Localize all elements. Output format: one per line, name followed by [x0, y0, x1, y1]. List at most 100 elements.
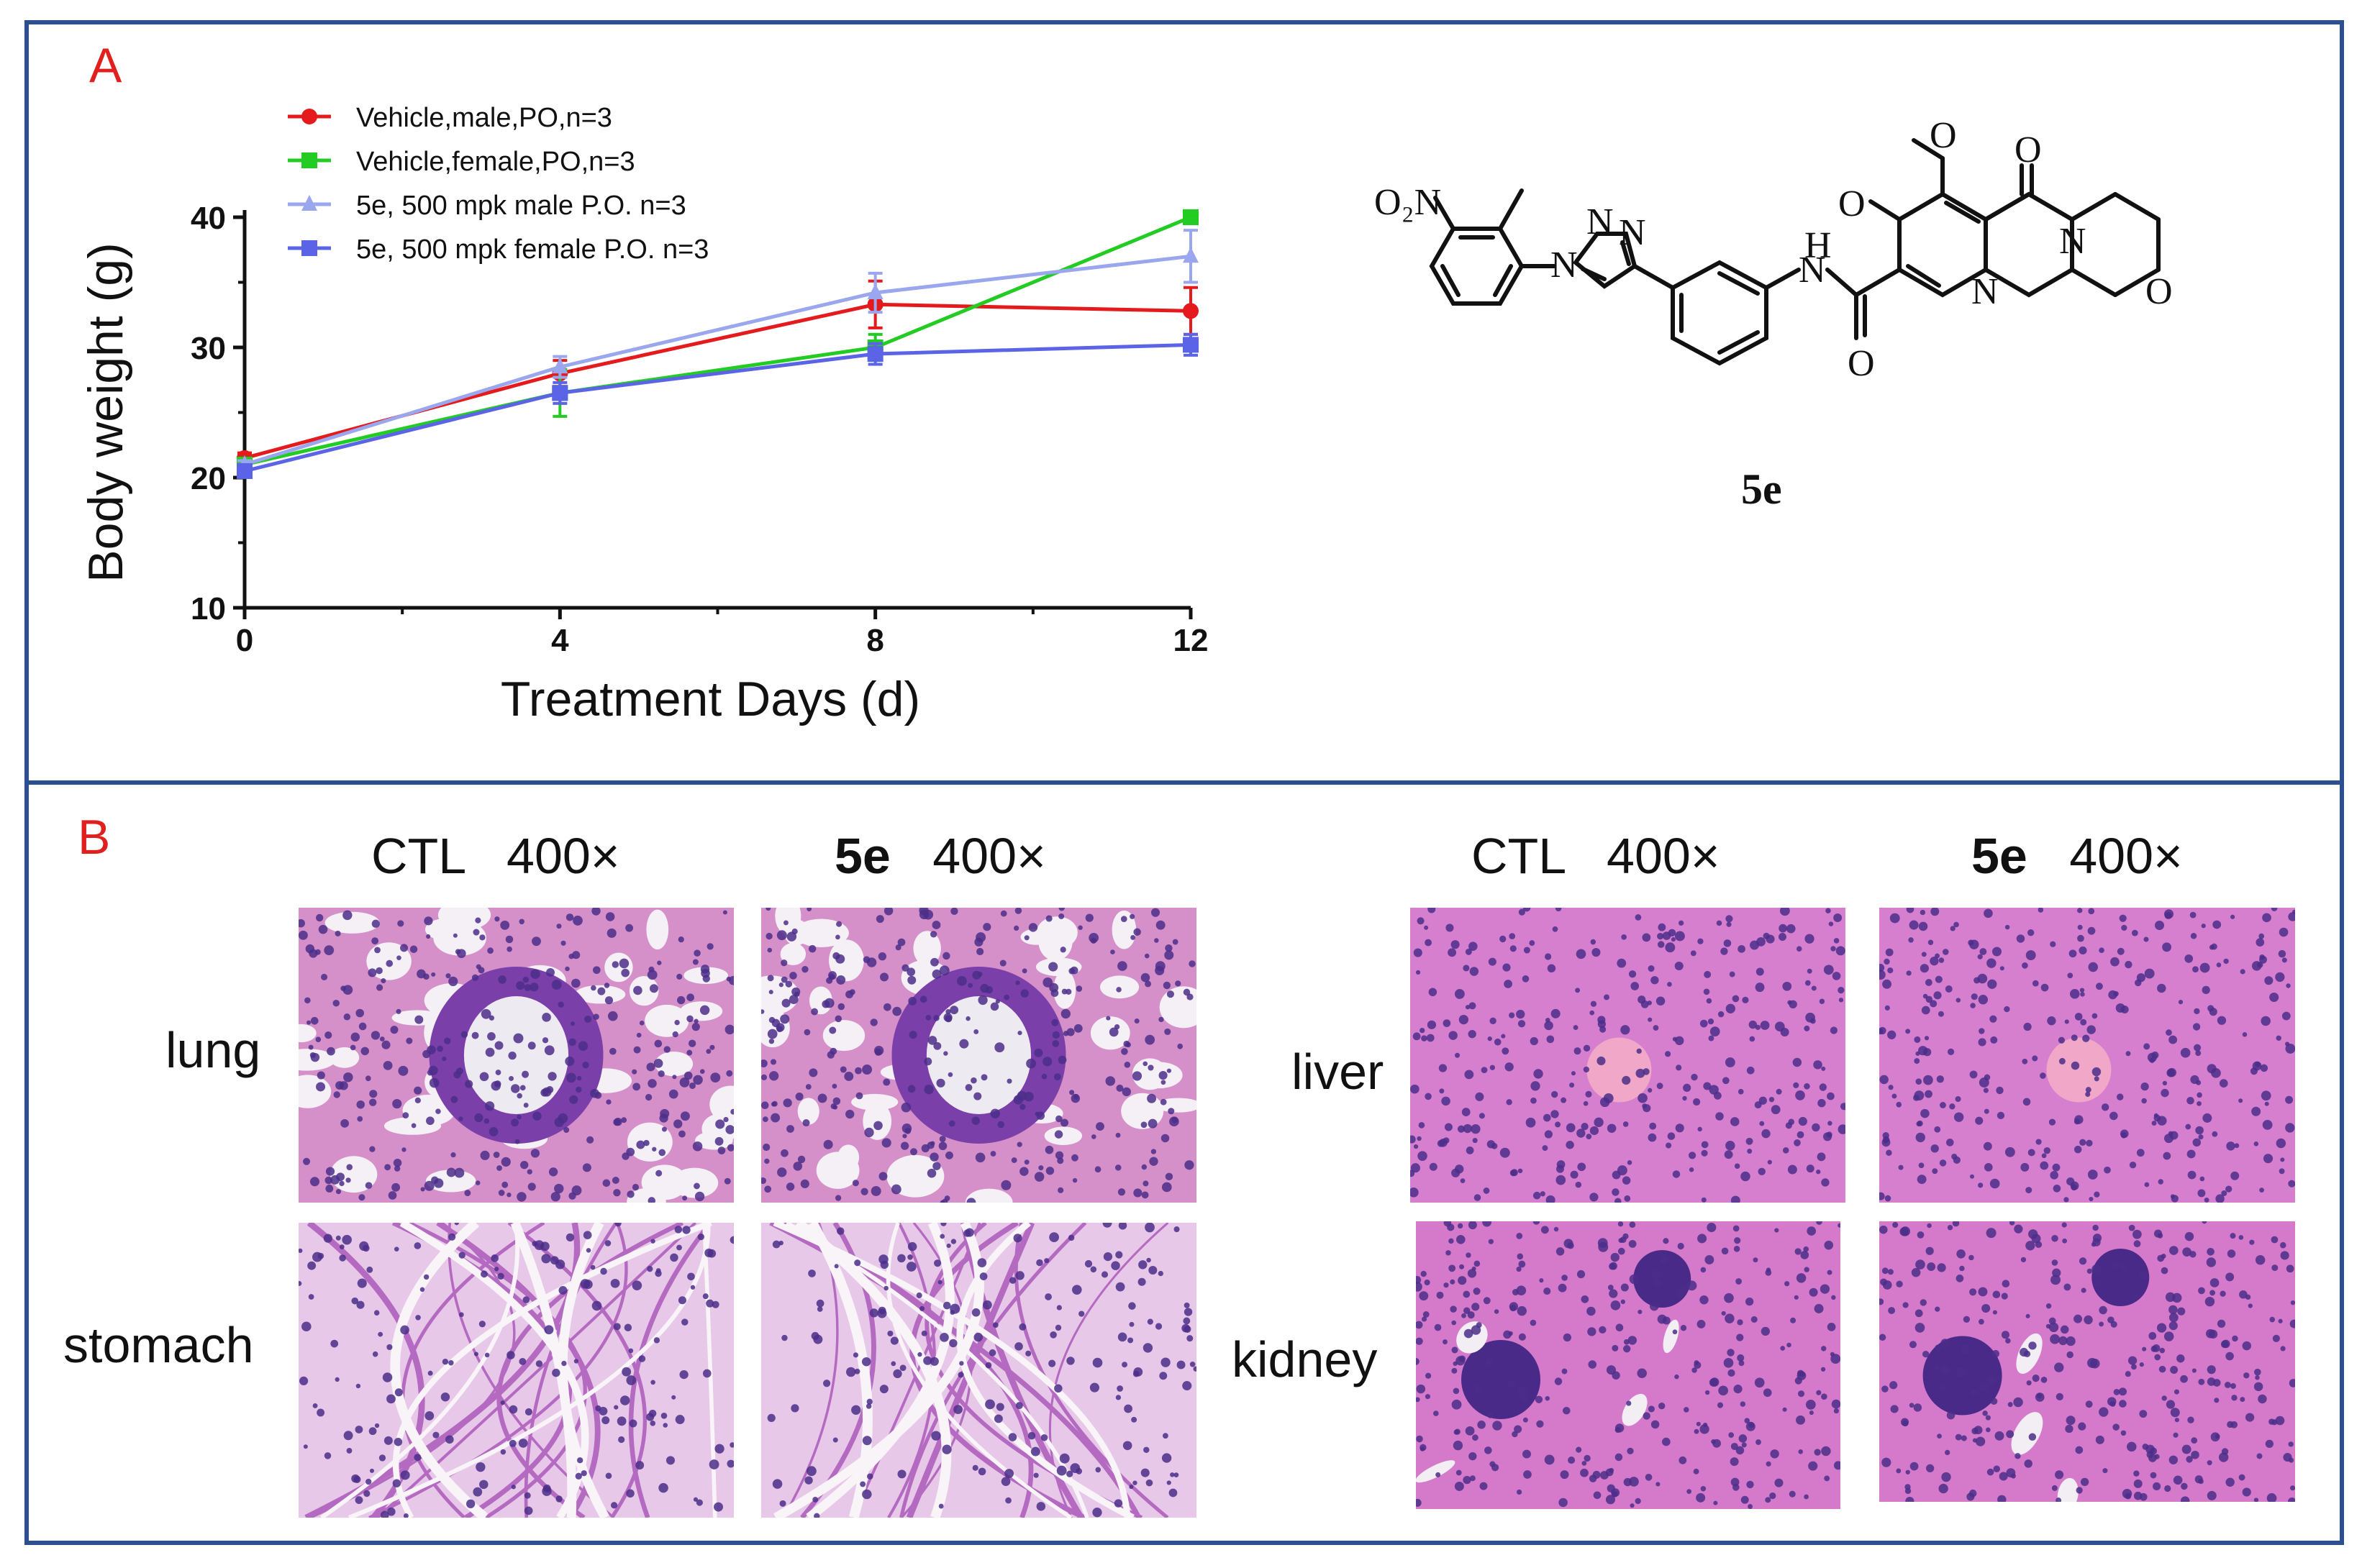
nucleus — [869, 1308, 878, 1318]
nucleus — [473, 1352, 478, 1357]
nucleus — [607, 1011, 618, 1021]
nucleus — [1765, 1497, 1771, 1503]
nucleus — [1568, 1457, 1576, 1464]
nucleus — [330, 1339, 339, 1348]
nucleus — [1597, 1238, 1608, 1249]
nucleus — [1068, 1234, 1075, 1241]
nucleus — [767, 1413, 776, 1423]
nucleus — [1117, 1188, 1126, 1196]
nucleus — [2252, 1061, 2262, 1071]
nucleus — [1607, 1285, 1614, 1290]
tissue-gap — [807, 1223, 873, 1518]
nucleus — [2032, 980, 2039, 987]
nucleus — [948, 1072, 953, 1077]
nucleus — [1909, 1341, 1917, 1349]
nucleus — [1090, 937, 1097, 944]
nucleus — [2182, 1247, 2191, 1257]
nucleus — [1932, 1168, 1938, 1175]
nucleus — [566, 1072, 576, 1083]
nucleus — [916, 1292, 922, 1298]
nucleus — [1704, 970, 1712, 978]
nucleus — [2025, 1313, 2030, 1318]
nucleus — [371, 1031, 381, 1040]
nucleus — [500, 920, 510, 930]
nucleus — [1821, 1066, 1826, 1071]
nucleus — [1994, 1431, 2004, 1441]
nucleus — [2163, 1331, 2174, 1341]
nucleus — [1161, 1182, 1172, 1193]
nucleus — [930, 957, 939, 967]
nucleus — [1657, 941, 1665, 948]
nucleus — [511, 1118, 519, 1127]
nucleus — [1615, 1323, 1624, 1332]
nucleus — [1576, 949, 1586, 960]
nucleus — [2077, 934, 2084, 942]
nucleus — [2264, 1101, 2269, 1106]
nucleus — [1106, 1016, 1111, 1021]
tubule-lumen — [1416, 1460, 1455, 1483]
nucleus — [1917, 1231, 1925, 1239]
nucleus — [2020, 1257, 2027, 1263]
nucleus — [356, 1100, 365, 1109]
histology-liver-ctl — [1410, 908, 1845, 1203]
nucleus — [1989, 1015, 1997, 1023]
nucleus — [1985, 1415, 1991, 1421]
nucleus — [2281, 1011, 2291, 1021]
nucleus — [2266, 1493, 2277, 1502]
nucleus — [2050, 1275, 2061, 1285]
nucleus — [1969, 939, 1979, 949]
nucleus — [550, 1192, 560, 1202]
nucleus — [676, 973, 683, 980]
nucleus — [924, 1084, 934, 1095]
nucleus — [979, 1272, 988, 1280]
nucleus — [836, 975, 846, 985]
nucleus — [1453, 1440, 1463, 1451]
nucleus — [2028, 1229, 2038, 1239]
nucleus — [471, 974, 479, 981]
nucleus — [1066, 1028, 1075, 1036]
nucleus — [2092, 1234, 2102, 1243]
nucleus — [940, 1200, 945, 1203]
nucleus — [725, 1125, 734, 1134]
nucleus — [2207, 1247, 2215, 1256]
nucleus — [1071, 1093, 1081, 1103]
nucleus — [837, 1003, 845, 1011]
nucleus — [324, 1031, 332, 1039]
nucleus — [908, 996, 917, 1006]
nucleus — [1489, 1065, 1496, 1070]
nucleus — [1007, 1078, 1012, 1084]
nucleus — [1746, 1066, 1755, 1075]
nucleus — [1465, 1426, 1475, 1436]
nucleus — [1418, 1121, 1425, 1129]
nucleus — [1814, 1449, 1821, 1456]
nucleus — [1043, 977, 1053, 988]
nucleus — [1630, 1503, 1635, 1508]
nucleus — [2050, 941, 2056, 947]
nucleus — [1906, 970, 1912, 976]
nucleus — [1972, 1438, 1978, 1443]
nucleus — [2079, 946, 2087, 954]
nucleus — [1120, 916, 1127, 923]
nucleus — [494, 1041, 504, 1050]
nucleus — [2209, 1278, 2220, 1287]
nucleus — [524, 984, 532, 991]
nucleus — [1927, 1223, 1932, 1229]
nucleus — [2256, 938, 2265, 947]
nucleus — [1417, 917, 1425, 925]
nucleus — [614, 1118, 622, 1126]
nucleus — [672, 1075, 677, 1080]
header-ctl-right-mag: 400× — [1607, 828, 1720, 884]
nucleus — [1921, 952, 1927, 957]
nucleus — [343, 1013, 351, 1021]
nucleus — [1063, 1031, 1069, 1036]
nucleus — [1562, 1406, 1571, 1415]
nucleus — [1115, 1395, 1122, 1400]
nucleus — [901, 964, 909, 972]
nucleus — [365, 1075, 371, 1082]
nucleus — [871, 1185, 881, 1196]
nucleus — [933, 1015, 940, 1021]
nucleus — [879, 1385, 889, 1394]
bronchiole-lumen — [926, 996, 1032, 1114]
alveolus — [829, 939, 864, 982]
nucleus — [554, 1117, 564, 1127]
